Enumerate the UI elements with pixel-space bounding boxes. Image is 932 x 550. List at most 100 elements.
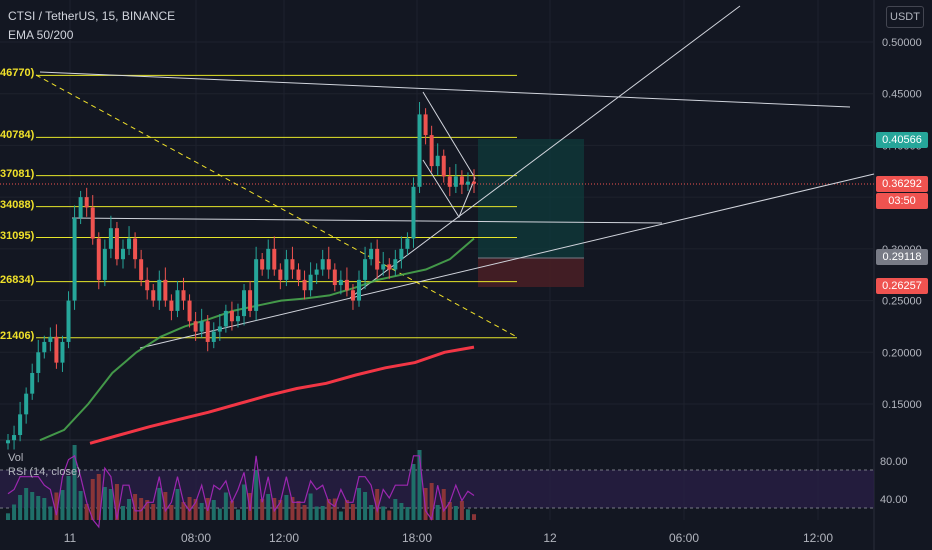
- volume-bar: [242, 484, 247, 520]
- price-tag: 0.26257: [876, 278, 928, 294]
- candle-body: [54, 336, 59, 363]
- fib-level-label: 34088): [0, 198, 35, 211]
- candle-body: [6, 440, 10, 444]
- chart-background: [0, 0, 874, 550]
- rising-trendline[interactable]: [139, 173, 875, 349]
- upper-trendline[interactable]: [39, 71, 851, 108]
- candle-body: [248, 290, 253, 311]
- candle-body: [308, 274, 313, 291]
- rsi-label[interactable]: RSI (14, close): [8, 466, 81, 478]
- indicator-legend[interactable]: EMA 50/200: [8, 28, 74, 42]
- candle-body: [447, 176, 452, 187]
- volume-bar: [72, 445, 77, 520]
- volume-bar: [96, 474, 101, 520]
- trendlines[interactable]: [35, 5, 875, 349]
- volume-bar: [338, 511, 343, 520]
- x-tick-label: 18:00: [402, 531, 432, 545]
- candle-body: [472, 181, 476, 184]
- candle-body: [459, 176, 464, 185]
- y-tick-label: 0.15000: [882, 399, 922, 411]
- volume-bar: [441, 489, 446, 520]
- candle-body: [302, 279, 307, 291]
- volume-bar: [393, 499, 398, 520]
- volume-bar: [30, 492, 35, 520]
- volume-bar: [120, 506, 125, 520]
- volume-bar: [163, 492, 168, 520]
- candle-body: [235, 316, 240, 322]
- horizontal-trendline[interactable]: [71, 217, 663, 224]
- currency-button[interactable]: USDT: [886, 6, 924, 28]
- candle-body: [205, 321, 210, 342]
- candle-body: [320, 259, 325, 270]
- candle-body: [211, 331, 216, 342]
- fib-level-label: 46770): [0, 67, 35, 80]
- volume-bar: [326, 499, 331, 520]
- volume-bar: [151, 504, 156, 520]
- candle-body: [290, 259, 295, 270]
- y-tick-label: 0.45000: [882, 89, 922, 101]
- candle-body: [423, 114, 428, 136]
- volume-bar: [375, 489, 380, 520]
- volume-bar: [12, 504, 17, 520]
- position-target-zone[interactable]: [478, 139, 584, 258]
- rsi-line: [7, 454, 475, 529]
- position-stop-zone[interactable]: [478, 258, 584, 287]
- candle-body: [133, 238, 138, 260]
- volume-bar: [78, 491, 83, 520]
- x-tick-label: 06:00: [669, 531, 699, 545]
- volume-bar: [60, 490, 65, 520]
- candle-body: [242, 290, 247, 317]
- volume-bar: [344, 500, 349, 520]
- candle-body: [157, 279, 162, 301]
- candle-body: [78, 197, 83, 218]
- candle-body: [357, 279, 362, 301]
- volume-bar: [84, 504, 89, 520]
- candle-body: [223, 310, 228, 327]
- candle-body: [465, 181, 470, 185]
- fib-level-label: 21406): [0, 329, 35, 342]
- volume-bar: [217, 508, 222, 520]
- candle-body: [399, 248, 404, 260]
- ema-200-line: [89, 345, 475, 445]
- candle-body: [229, 310, 234, 322]
- volume-bar: [175, 489, 180, 520]
- candle-body: [429, 135, 434, 167]
- x-tick-label: 11: [64, 531, 77, 545]
- candle-body: [42, 341, 47, 353]
- volume-bar: [429, 483, 434, 520]
- candle-body: [266, 248, 271, 270]
- candle-body: [66, 300, 71, 342]
- candle-body: [254, 259, 259, 311]
- candle-body: [217, 326, 222, 332]
- volume-bar: [459, 500, 464, 520]
- price-scale[interactable]: [874, 0, 932, 550]
- volume-bar: [36, 496, 41, 520]
- volume-bar: [66, 476, 71, 520]
- steep-trendline[interactable]: [349, 5, 741, 299]
- volume-bar: [411, 464, 416, 520]
- candle-body: [120, 248, 125, 260]
- candle-body: [139, 259, 144, 280]
- volume-bar: [417, 450, 422, 520]
- candle-body: [411, 186, 416, 239]
- candle-body: [332, 269, 337, 286]
- candle-body: [84, 197, 89, 208]
- chart-title[interactable]: CTSI / TetherUS, 15, BINANCE: [8, 9, 176, 23]
- candle-body: [108, 228, 113, 249]
- volume-bar: [133, 494, 138, 520]
- candle-body: [260, 259, 265, 270]
- volume-bar: [211, 500, 216, 520]
- candle-body: [278, 269, 283, 280]
- volume-bar: [357, 488, 362, 520]
- candle-body: [151, 290, 156, 301]
- falling-wedge[interactable]: [422, 91, 476, 219]
- volume-bar: [296, 501, 301, 520]
- volume-label[interactable]: Vol: [8, 452, 24, 464]
- volume-bar: [6, 513, 10, 520]
- candle-body: [181, 290, 186, 301]
- volume-bar: [199, 503, 204, 520]
- dashed-trendline[interactable]: [35, 74, 518, 338]
- candle-body: [163, 279, 168, 301]
- candle-body: [369, 248, 374, 260]
